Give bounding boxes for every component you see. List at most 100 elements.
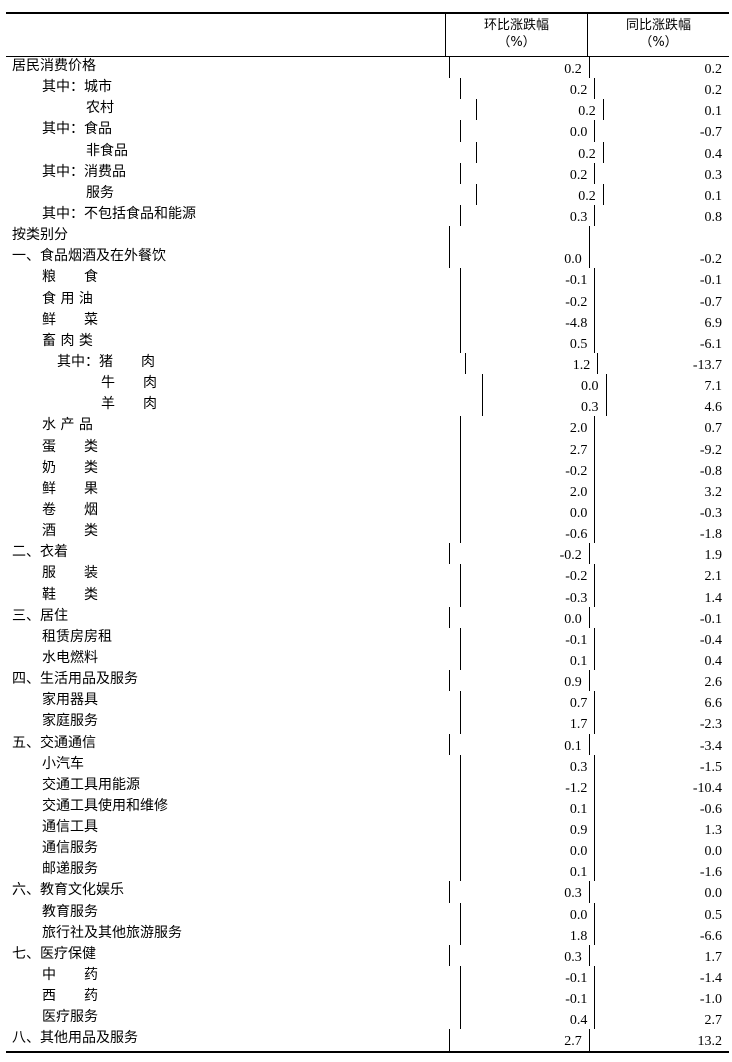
row-label: 畜 肉 类 <box>42 332 93 349</box>
row-yoy-value: 7.1 <box>605 374 729 396</box>
table-body: 居民消费价格 0.2 0.2 其中：城市 0.2 0.2 农村 0.2 0.1 其中：食品 0.0-… <box>6 57 729 1051</box>
row-yoy-value: 6.6 <box>594 691 729 713</box>
table-row: 服务 0.2 0.1 <box>6 183 729 205</box>
row-mom-value: -0.1 <box>459 987 595 1009</box>
row-mom-value: 0.9 <box>459 818 595 840</box>
table-row: 交通工具用能源 -1.2 -10.4 <box>6 775 729 797</box>
row-label: 四、生活用品及服务 <box>12 671 138 688</box>
row-label: 酒 类 <box>42 523 98 540</box>
table-row: 邮递服务 0.1 -1.6 <box>6 860 729 882</box>
header-mom: 环比涨跌幅 （%） <box>445 14 587 56</box>
row-yoy-value: -0.7 <box>594 289 729 311</box>
row-yoy-value: 1.9 <box>588 543 729 565</box>
row-yoy-value: -1.0 <box>594 987 729 1009</box>
row-label: 其中：消费品 <box>42 163 126 180</box>
row-mom-value: -0.1 <box>459 966 595 988</box>
table-row: 医疗服务 0.4 2.7 <box>6 1008 729 1030</box>
row-yoy-value: 4.6 <box>605 395 729 417</box>
table-row: 小汽车 0.3 -1.5 <box>6 754 729 776</box>
header-yoy: 同比涨跌幅 （%） <box>587 14 729 56</box>
row-label: 二、衣着 <box>12 544 68 561</box>
row-mom-value: 0.2 <box>459 162 595 184</box>
table-header: 环比涨跌幅 （%） 同比涨跌幅 （%） <box>6 14 729 57</box>
table-row: 其中：不包括食品和能源 0.3 0.8 <box>6 204 729 227</box>
row-yoy-value: -10.4 <box>594 775 729 797</box>
row-label: 交通工具用能源 <box>42 776 140 793</box>
row-yoy-value: 0.5 <box>594 902 729 924</box>
table-row: 二、衣着 -0.2 1.9 <box>6 543 729 565</box>
row-mom-value: 1.7 <box>459 712 595 734</box>
row-yoy-value: -6.1 <box>594 331 729 353</box>
row-label: 通信服务 <box>42 840 98 857</box>
row-yoy-value: -2.3 <box>594 712 729 734</box>
table-row: 鲜 果 2.0 3.2 <box>6 479 729 501</box>
row-yoy-value: 2.1 <box>594 564 729 586</box>
table-row: 酒 类 -0.6 -1.8 <box>6 522 729 544</box>
row-label: 五、交通通信 <box>12 734 96 751</box>
table-row: 服 装 -0.2 2.1 <box>6 564 729 586</box>
row-mom-value: 0.0 <box>482 374 605 396</box>
row-label: 奶 类 <box>42 459 98 476</box>
row-yoy-value: -0.1 <box>588 606 729 628</box>
row-label: 鲜 菜 <box>42 311 98 328</box>
row-label: 居民消费价格 <box>12 58 96 74</box>
table-row: 农村 0.2 0.1 <box>6 99 729 121</box>
table-row: 五、交通通信 0.1 -3.4 <box>6 733 729 755</box>
row-label: 粮 食 <box>42 269 98 286</box>
header-mom-label: 环比涨跌幅 <box>483 18 549 33</box>
row-yoy-value: 0.0 <box>594 839 729 861</box>
row-yoy-value: -0.3 <box>594 500 729 523</box>
row-label: 其中：猪 肉 <box>57 353 155 370</box>
row-yoy-value: 13.2 <box>588 1029 729 1051</box>
row-label: 教育服务 <box>42 903 98 920</box>
table-row: 鲜 菜 -4.8 6.9 <box>6 310 729 332</box>
table-row: 三、居住 0.0 -0.1 <box>6 606 729 628</box>
table-row: 蛋 类 2.7 -9.2 <box>6 437 729 459</box>
row-mom-value: 0.3 <box>459 204 595 227</box>
table-row: 家庭服务 1.7 -2.3 <box>6 712 729 734</box>
table-row: 畜 肉 类 0.5 -6.1 <box>6 331 729 353</box>
row-mom-value: 0.0 <box>459 120 595 142</box>
row-label: 非食品 <box>86 142 128 159</box>
table-row: 租赁房房租 -0.1 -0.4 <box>6 627 729 649</box>
table-row: 牛 肉 0.0 7.1 <box>6 374 729 396</box>
row-mom-value: 0.2 <box>476 99 602 121</box>
table-row: 四、生活用品及服务 0.9 2.6 <box>6 670 729 692</box>
row-yoy-value: 0.7 <box>594 416 729 438</box>
row-label: 医疗服务 <box>42 1009 98 1026</box>
row-label: 邮递服务 <box>42 861 98 878</box>
table-row: 粮 食 -0.1 -0.1 <box>6 268 729 290</box>
table-row: 奶 类 -0.2 -0.8 <box>6 458 729 480</box>
row-label: 西 药 <box>42 988 98 1005</box>
row-label: 一、食品烟酒及在外餐饮 <box>12 248 166 265</box>
row-mom-value <box>448 226 589 248</box>
row-mom-value: 0.2 <box>459 78 595 100</box>
row-label: 蛋 类 <box>42 438 98 455</box>
row-mom-value: -0.1 <box>459 627 595 649</box>
row-yoy-value: 0.2 <box>594 78 729 100</box>
row-mom-value: 0.3 <box>448 944 589 967</box>
row-label: 八、其他用品及服务 <box>12 1030 138 1047</box>
row-yoy-value: 0.2 <box>588 57 729 79</box>
row-mom-value: 0.9 <box>448 670 589 692</box>
row-mom-value: -0.2 <box>459 564 595 586</box>
row-mom-value: -1.2 <box>459 775 595 797</box>
row-yoy-value: -0.4 <box>594 627 729 649</box>
table-row: 交通工具使用和维修 0.1 -0.6 <box>6 796 729 819</box>
table-row: 六、教育文化娱乐 0.3 0.0 <box>6 881 729 903</box>
row-mom-value: 2.7 <box>459 437 595 459</box>
row-yoy-value: 0.3 <box>594 162 729 184</box>
row-label: 其中：食品 <box>42 121 112 138</box>
row-mom-value: -0.6 <box>459 522 595 544</box>
row-yoy-value: -9.2 <box>594 437 729 459</box>
row-yoy-value: 2.7 <box>594 1008 729 1030</box>
row-yoy-value: 0.8 <box>594 204 729 227</box>
row-mom-value: 0.3 <box>459 754 595 776</box>
table-row: 西 药 -0.1 -1.0 <box>6 987 729 1009</box>
row-mom-value: 1.8 <box>459 923 595 945</box>
cpi-table: 环比涨跌幅 （%） 同比涨跌幅 （%） 居民消费价格 0.2 0.2 其中：城市 0.2… <box>6 12 729 1053</box>
row-label: 交通工具使用和维修 <box>42 797 168 814</box>
table-row: 水电燃料 0.1 0.4 <box>6 648 729 671</box>
row-yoy-value: -0.6 <box>594 796 729 819</box>
row-label: 鲜 果 <box>42 480 98 497</box>
